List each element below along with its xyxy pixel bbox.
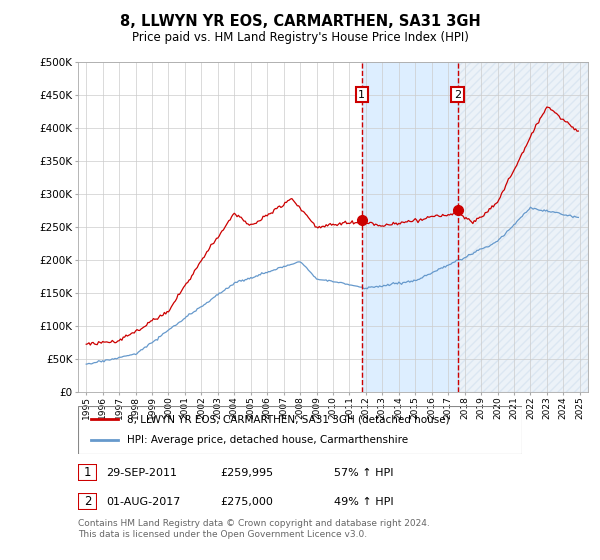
Text: 29-SEP-2011: 29-SEP-2011	[106, 468, 177, 478]
Text: 2: 2	[84, 495, 91, 508]
Text: £259,995: £259,995	[220, 468, 274, 478]
Text: 2: 2	[454, 90, 461, 100]
Text: 01-AUG-2017: 01-AUG-2017	[106, 497, 181, 507]
Text: 1: 1	[358, 90, 365, 100]
Text: £275,000: £275,000	[220, 497, 273, 507]
Text: 8, LLWYN YR EOS, CARMARTHEN, SA31 3GH (detached house): 8, LLWYN YR EOS, CARMARTHEN, SA31 3GH (d…	[127, 414, 449, 424]
Bar	[458, 62, 588, 392]
Text: 57% ↑ HPI: 57% ↑ HPI	[334, 468, 394, 478]
Bar	[362, 62, 458, 392]
Text: 49% ↑ HPI: 49% ↑ HPI	[334, 497, 394, 507]
FancyBboxPatch shape	[78, 464, 97, 481]
Text: Contains HM Land Registry data © Crown copyright and database right 2024.
This d: Contains HM Land Registry data © Crown c…	[78, 519, 430, 539]
Text: HPI: Average price, detached house, Carmarthenshire: HPI: Average price, detached house, Carm…	[127, 435, 408, 445]
Text: 8, LLWYN YR EOS, CARMARTHEN, SA31 3GH: 8, LLWYN YR EOS, CARMARTHEN, SA31 3GH	[119, 14, 481, 29]
Text: 1: 1	[84, 466, 91, 479]
FancyBboxPatch shape	[78, 493, 97, 510]
Text: Price paid vs. HM Land Registry's House Price Index (HPI): Price paid vs. HM Land Registry's House …	[131, 31, 469, 44]
